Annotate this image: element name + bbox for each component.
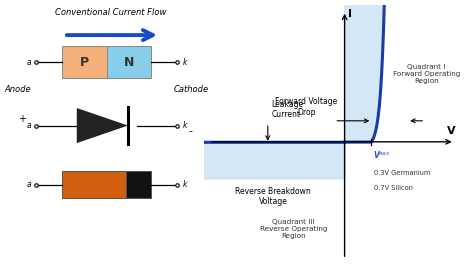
Text: k: k [182,58,187,67]
Text: Forward Voltage
Drop: Forward Voltage Drop [275,97,337,117]
Text: 0.3V Germanium: 0.3V Germanium [374,170,430,177]
Text: KNEE: KNEE [379,152,390,156]
Text: -: - [189,126,193,136]
Bar [107,46,152,78]
Text: Cathode: Cathode [174,85,209,94]
Text: V: V [447,126,456,136]
Text: k: k [182,121,187,130]
Text: a: a [27,180,31,190]
Text: a: a [27,58,31,67]
Polygon shape [77,108,128,143]
Bar [62,171,126,198]
Text: a: a [27,121,31,130]
Text: Anode: Anode [4,85,31,94]
Text: +: + [18,114,27,124]
Bar [126,171,152,198]
Text: Leakage
Current: Leakage Current [272,100,304,119]
Text: P: P [80,56,89,69]
Text: Reverse Breakdown
Voltage: Reverse Breakdown Voltage [235,187,311,206]
Text: V: V [374,151,379,160]
Text: Quadrant III
Reverse Operating
Region: Quadrant III Reverse Operating Region [260,219,327,239]
Text: Quadrant I
Forward Operating
Region: Quadrant I Forward Operating Region [393,64,460,84]
Text: N: N [124,56,134,69]
Text: k: k [182,180,187,190]
Text: 0.7V Silicon: 0.7V Silicon [374,185,412,191]
Text: Conventional Current Flow: Conventional Current Flow [55,8,166,17]
Bar [62,46,107,78]
Text: I: I [348,9,353,19]
